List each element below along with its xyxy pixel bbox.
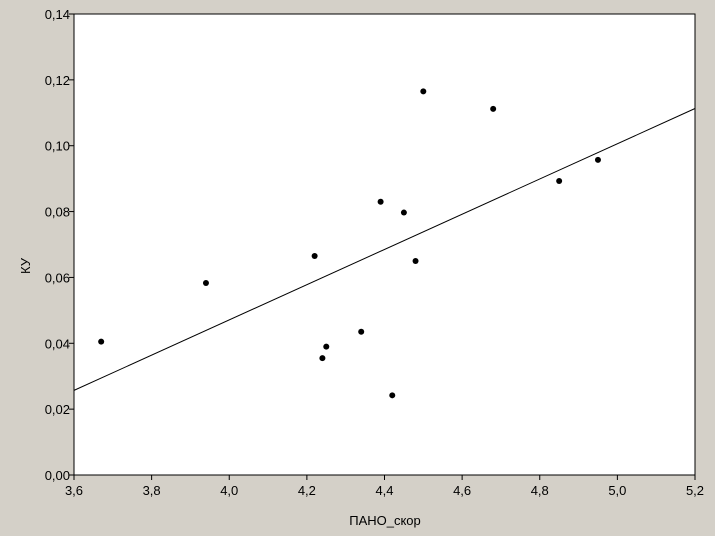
x-tick-label: 3,6 bbox=[65, 483, 83, 498]
data-point bbox=[98, 338, 105, 345]
x-tick-label: 4,2 bbox=[298, 483, 316, 498]
data-point bbox=[556, 177, 563, 184]
y-tick-label: 0,06 bbox=[45, 270, 70, 285]
data-point bbox=[412, 257, 419, 264]
y-axis-label: КУ bbox=[18, 257, 33, 274]
x-axis-label: ПАНО_скор bbox=[349, 513, 421, 528]
y-tick-label: 0,04 bbox=[45, 336, 70, 351]
tick-labels: 3,6 3,8 4,0 4,2 4,4 4,6 4,8 5,0 5,2 0,00 0,02 0,04 0… bbox=[45, 7, 704, 498]
x-tick-label: 4,6 bbox=[453, 483, 471, 498]
data-points bbox=[98, 88, 601, 399]
data-point bbox=[490, 105, 497, 112]
data-point bbox=[311, 253, 318, 260]
data-point bbox=[389, 392, 396, 399]
y-tick-label: 0,14 bbox=[45, 7, 70, 22]
x-tick-label: 4,0 bbox=[220, 483, 238, 498]
y-tick-label: 0,10 bbox=[45, 139, 70, 154]
regression-line bbox=[73, 108, 696, 391]
axis-ticks bbox=[69, 13, 696, 480]
x-tick-label: 5,2 bbox=[686, 483, 704, 498]
y-tick-label: 0,08 bbox=[45, 205, 70, 220]
data-point bbox=[202, 280, 209, 287]
y-tick-label: 0,00 bbox=[45, 468, 70, 483]
x-tick-label: 3,8 bbox=[143, 483, 161, 498]
x-tick-label: 5,0 bbox=[608, 483, 626, 498]
data-point bbox=[319, 355, 326, 362]
x-tick-label: 4,4 bbox=[375, 483, 393, 498]
data-point bbox=[377, 198, 384, 205]
data-point bbox=[400, 209, 407, 216]
y-tick-label: 0,12 bbox=[45, 73, 70, 88]
data-point bbox=[358, 328, 365, 335]
data-point bbox=[420, 88, 427, 95]
plot-area bbox=[73, 13, 696, 476]
y-tick-label: 0,02 bbox=[45, 402, 70, 417]
x-tick-label: 4,8 bbox=[531, 483, 549, 498]
data-point bbox=[323, 343, 330, 350]
data-point bbox=[594, 156, 601, 163]
